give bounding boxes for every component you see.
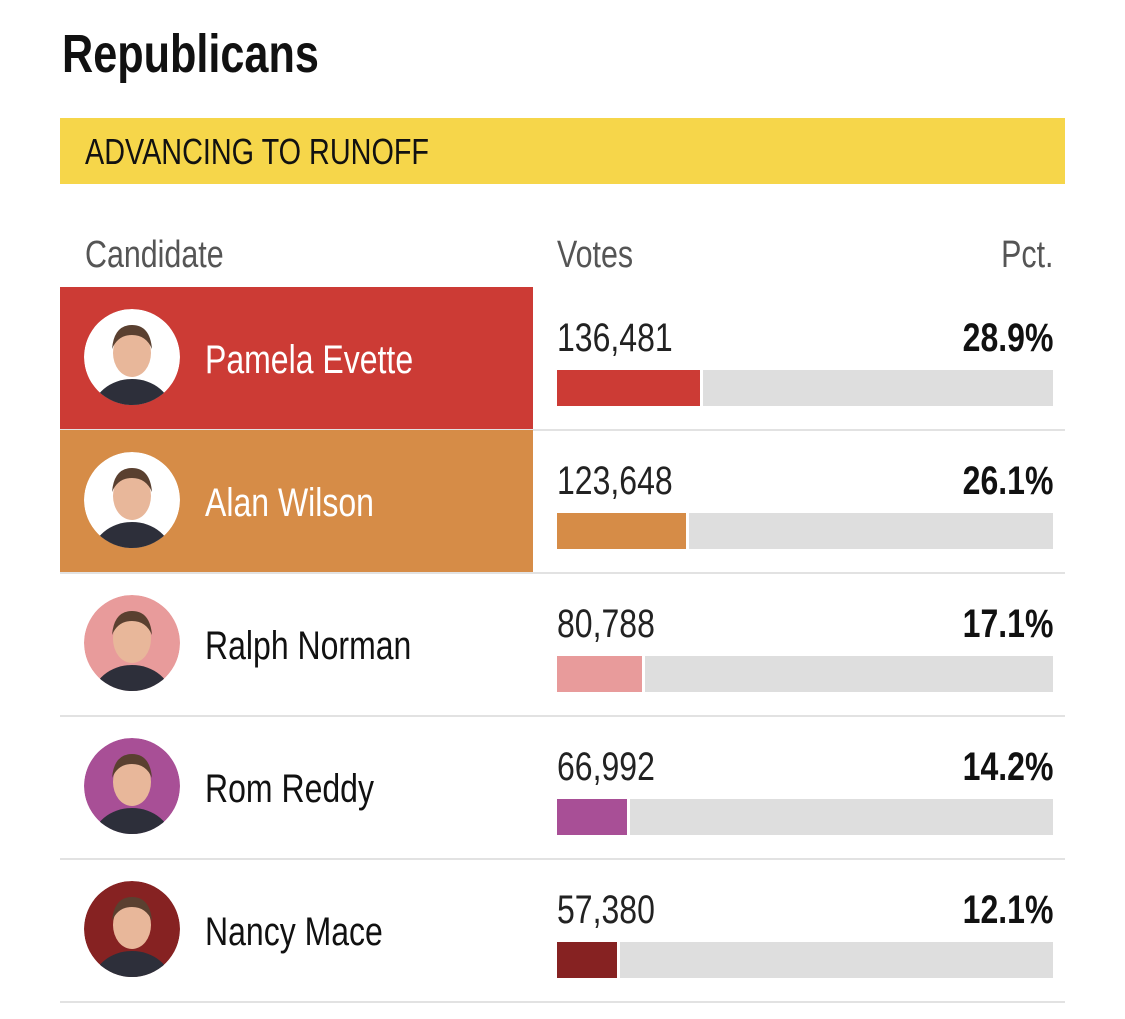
- vote-percent: 14.2%: [962, 745, 1053, 789]
- bar-track: [557, 513, 1053, 549]
- percent-bar: [557, 942, 621, 978]
- photo-head: [113, 901, 151, 949]
- column-header: Candidate: [85, 234, 224, 276]
- vote-percent: 17.1%: [962, 602, 1053, 646]
- bar-track: [557, 942, 1053, 978]
- photo-body: [92, 522, 172, 548]
- photo-group: [84, 452, 180, 548]
- photo-hair: [112, 897, 152, 921]
- vote-percent: 28.9%: [962, 316, 1053, 360]
- candidate-name: Alan Wilson: [205, 481, 374, 525]
- vote-count: 57,380: [557, 888, 655, 932]
- vote-count: 66,992: [557, 745, 655, 789]
- photo-head: [113, 472, 151, 520]
- candidate-photo: [84, 452, 180, 548]
- photo-head: [113, 615, 151, 663]
- candidate-name: Nancy Mace: [205, 910, 383, 954]
- bar-track: [557, 370, 1053, 406]
- photo-group: [84, 881, 180, 977]
- bar-track: [557, 656, 1053, 692]
- candidate-photo: [84, 738, 180, 834]
- photo-hair: [112, 325, 152, 349]
- candidate-photo: [84, 881, 180, 977]
- candidate-row: Nancy Mace 57,380 12.1%: [60, 859, 1065, 1003]
- candidate-row: Alan Wilson 123,648 26.1%: [60, 430, 1065, 574]
- candidate-photo: [84, 309, 180, 405]
- banner-text: ADVANCING TO RUNOFF: [85, 131, 430, 172]
- bar-track: [557, 799, 1053, 835]
- photo-body: [92, 665, 172, 691]
- column-header: Pct.: [1000, 234, 1053, 276]
- title: Republicans: [62, 24, 319, 84]
- candidate-row: Rom Reddy 66,992 14.2%: [60, 716, 1065, 860]
- vote-count: 136,481: [557, 316, 673, 360]
- column-header: Votes: [557, 234, 634, 276]
- vote-percent: 26.1%: [962, 459, 1053, 503]
- photo-group: [84, 738, 180, 834]
- candidate-photo: [84, 595, 180, 691]
- photo-group: [84, 309, 180, 405]
- photo-head: [113, 758, 151, 806]
- percent-bar: [557, 656, 645, 692]
- candidate-row: Ralph Norman 80,788 17.1%: [60, 573, 1065, 717]
- photo-head: [113, 329, 151, 377]
- photo-hair: [112, 468, 152, 492]
- photo-body: [92, 951, 172, 977]
- percent-bar: [557, 370, 704, 406]
- vote-count: 123,648: [557, 459, 673, 503]
- photo-group: [84, 595, 180, 691]
- candidate-name: Ralph Norman: [205, 624, 412, 668]
- percent-bar: [557, 513, 690, 549]
- candidate-name: Pamela Evette: [205, 338, 414, 382]
- percent-bar: [557, 799, 631, 835]
- photo-body: [92, 379, 172, 405]
- banner: ADVANCING TO RUNOFF: [60, 118, 1065, 184]
- vote-percent: 12.1%: [962, 888, 1053, 932]
- photo-body: [92, 808, 172, 834]
- photo-hair: [112, 754, 152, 778]
- candidate-name: Rom Reddy: [205, 767, 374, 811]
- candidate-row: Pamela Evette 136,481 28.9%: [60, 287, 1065, 431]
- vote-count: 80,788: [557, 602, 655, 646]
- photo-hair: [112, 611, 152, 635]
